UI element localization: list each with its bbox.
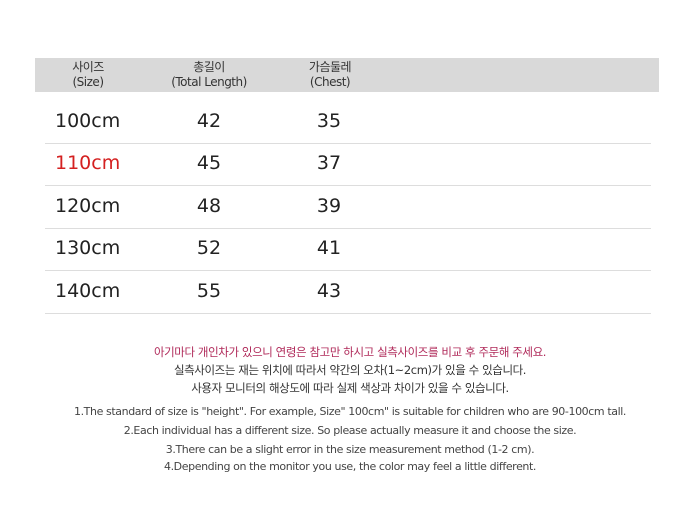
note-en-1: 1.The standard of size is "height". For …: [73, 405, 626, 418]
chest-cell: 39: [316, 195, 342, 217]
header-length-ko: 총길이: [193, 60, 225, 74]
row-divider: [45, 143, 651, 144]
header-chest-en: (Chest): [309, 75, 351, 89]
note-en-4: 4.Depending on the monitor you use, the …: [163, 460, 537, 473]
length-cell: 48: [196, 195, 222, 217]
size-cell: 100cm: [55, 110, 121, 132]
header-length-en: (Total Length): [171, 75, 247, 89]
length-cell: 55: [196, 280, 222, 302]
size-cell: 130cm: [55, 237, 121, 259]
header-size: 사이즈 (Size): [18, 60, 158, 90]
note-ko-2: 실측사이즈는 재는 위치에 따라서 약간의 오차(1~2cm)가 있을 수 있습…: [173, 363, 527, 377]
size-cell: 110cm: [55, 152, 121, 174]
note-en-3: 3.There can be a slight error in the siz…: [165, 443, 535, 456]
header-chest-ko: 가슴둘레: [308, 60, 352, 74]
length-cell: 52: [196, 237, 222, 259]
table-row: 100cm 42 35: [0, 102, 700, 144]
chest-cell: 37: [316, 152, 342, 174]
table-row: 140cm 55 43: [0, 272, 700, 314]
note-ko-1: 아기마다 개인차가 있으니 연령은 참고만 하시고 실측사이즈를 비교 후 주문…: [153, 345, 547, 359]
table-header-band: [35, 58, 659, 92]
table-row: 130cm 52 41: [0, 229, 700, 271]
note-ko-3: 사용자 모니터의 해상도에 따라 실제 색상과 차이가 있을 수 있습니다.: [191, 381, 509, 395]
chest-cell: 41: [316, 237, 342, 259]
table-row: 120cm 48 39: [0, 187, 700, 229]
row-divider: [45, 185, 651, 186]
row-divider: [45, 228, 651, 229]
header-size-en: (Size): [72, 75, 105, 89]
header-size-ko: 사이즈: [72, 60, 104, 74]
row-divider: [45, 313, 651, 314]
row-divider: [45, 270, 651, 271]
length-cell: 45: [196, 152, 222, 174]
header-chest: 가슴둘레 (Chest): [260, 60, 400, 90]
size-cell: 120cm: [55, 195, 121, 217]
size-cell: 140cm: [55, 280, 121, 302]
length-cell: 42: [196, 110, 222, 132]
header-length: 총길이 (Total Length): [139, 60, 279, 90]
table-row: 110cm 45 37: [0, 144, 700, 186]
note-en-2: 2.Each individual has a different size. …: [123, 424, 577, 437]
chest-cell: 43: [316, 280, 342, 302]
chest-cell: 35: [316, 110, 342, 132]
